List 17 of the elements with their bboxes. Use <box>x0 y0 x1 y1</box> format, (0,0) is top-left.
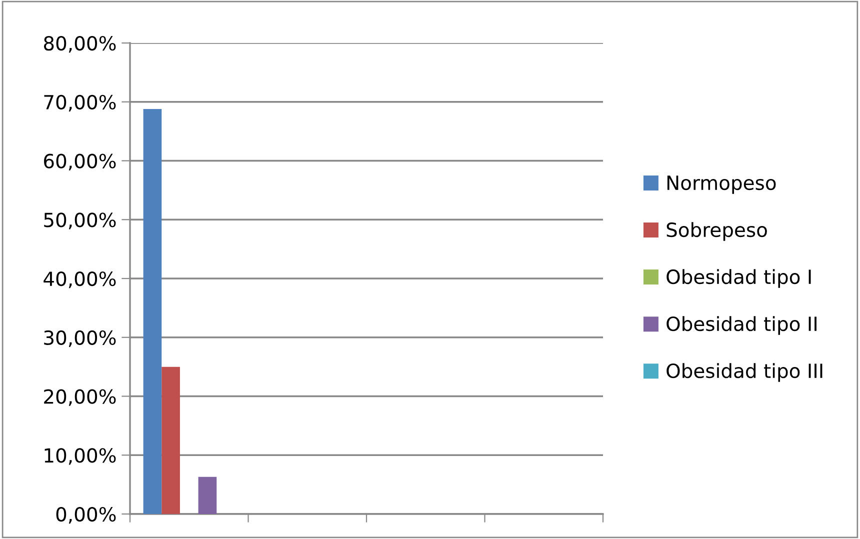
bar <box>162 366 180 514</box>
legend-label: Sobrepeso <box>666 222 767 241</box>
y-tick-label: 0,00% <box>56 506 116 524</box>
y-tick-label: 60,00% <box>44 154 116 170</box>
y-tick-label: 80,00% <box>44 36 116 53</box>
legend-label: Obesidad tipo I <box>666 269 811 288</box>
legend-label: Normopeso <box>667 176 776 194</box>
bar <box>143 108 162 514</box>
y-tick-label: 10,00% <box>44 448 116 465</box>
legend-label: Obesidad tipo III <box>666 363 822 382</box>
bar <box>198 476 217 514</box>
y-tick-label: 30,00% <box>44 330 116 348</box>
y-tick-label: 70,00% <box>44 94 116 112</box>
y-tick-label: 50,00% <box>44 212 116 230</box>
legend-label: Obesidad tipo II <box>666 316 816 335</box>
y-tick-label: 40,00% <box>44 271 116 288</box>
y-tick-label: 20,00% <box>44 389 116 406</box>
